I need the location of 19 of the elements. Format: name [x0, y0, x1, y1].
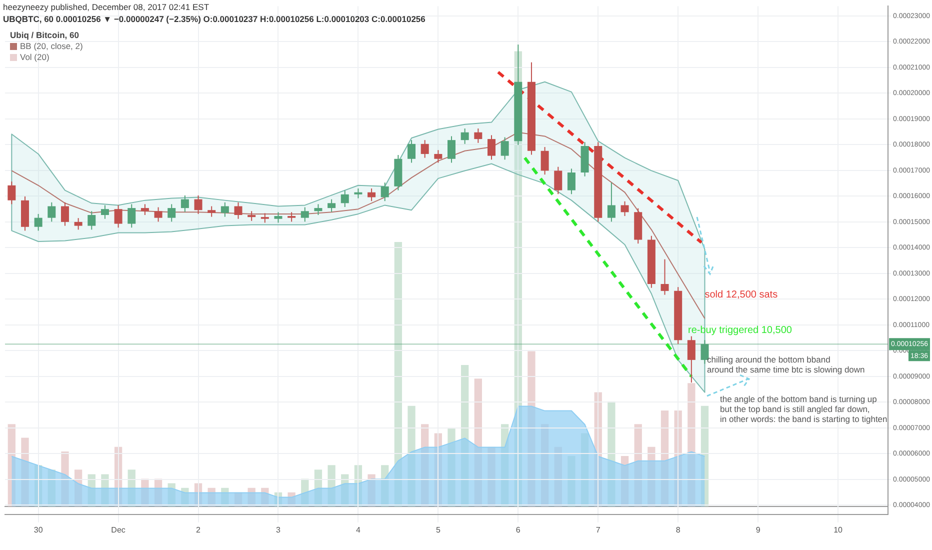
x-tick-label: 2 [196, 525, 202, 534]
x-tick-label: 6 [516, 525, 521, 534]
annotation: the angle of the bottom band is turning up but the top band is still angled far down, in other words: the band is starting to tighten [720, 394, 888, 424]
x-tick-label: 30 [34, 525, 44, 534]
x-tick-label: Dec [111, 525, 126, 534]
legend-label: Vol (20) [20, 52, 50, 63]
legend-label: BB (20, close, 2) [20, 41, 83, 52]
text: UBQBTC, 60 0.00010256 ▼ −0.00000247 (−2.35%) O:0.00010237 H:0.00010256 L:0.00010203 C:0.00010256 [3, 13, 426, 25]
x-tick-label: 5 [436, 525, 441, 534]
x-tick-label: 3 [276, 525, 282, 534]
x-tick-label: 8 [676, 525, 681, 534]
text: Ubiq / Bitcoin, 60 [10, 30, 80, 41]
x-tick-label: 10 [834, 525, 844, 534]
x-tick-label: 4 [356, 525, 361, 534]
x-tick-label: 9 [756, 525, 761, 534]
annotation: sold 12,500 sats [704, 290, 778, 301]
annotation: heezyneezy published, December 08, 2017 02:41 EST [3, 1, 210, 13]
x-tick-label: 7 [596, 525, 601, 534]
annotation: chilling around the bottom bband around the same time btc is slowing down [706, 354, 866, 374]
